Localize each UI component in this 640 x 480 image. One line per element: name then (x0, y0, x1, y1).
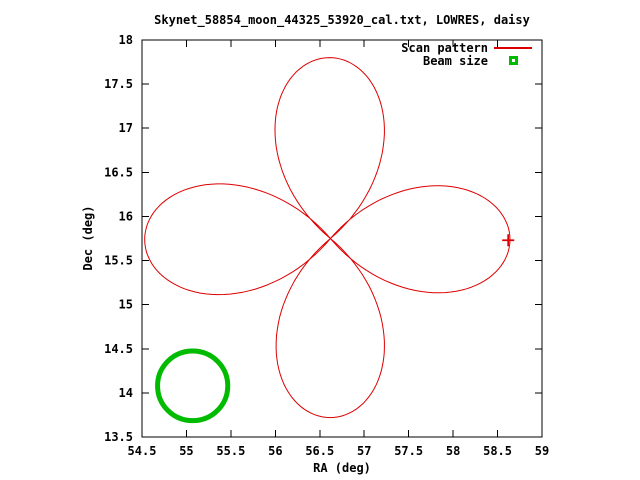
y-tick-label: 13.5 (104, 430, 133, 444)
x-tick-label: 57.5 (394, 444, 423, 458)
legend: Scan pattern Beam size (401, 40, 532, 68)
x-axis-label: RA (deg) (313, 461, 371, 475)
y-tick-label: 17 (119, 121, 133, 135)
x-tick-label: 56.5 (305, 444, 334, 458)
x-tick-label: 58 (446, 444, 460, 458)
beam-size-marker-swatch (508, 56, 518, 65)
scan-pattern-curve (144, 57, 511, 419)
x-tick-label: 56 (268, 444, 282, 458)
marker-center-dot (511, 59, 515, 62)
legend-swatch-area (494, 56, 532, 65)
scan-end-plus-marker (502, 234, 515, 247)
legend-label-beam-size: Beam size (422, 53, 488, 68)
y-axis-tick-labels: 13.5 14 14.5 15 15.5 16 16.5 17 17.5 18 (104, 33, 133, 444)
x-tick-label: 55.5 (216, 444, 245, 458)
y-tick-label: 18 (119, 33, 133, 47)
x-axis-tick-labels: 54.5 55 55.5 56 56.5 57 57.5 58 58.5 59 (128, 444, 550, 458)
chart-title: Skynet_58854_moon_44325_53920_cal.txt, L… (154, 13, 530, 27)
y-tick-label: 14.5 (104, 342, 133, 356)
y-tick-label: 15 (119, 298, 133, 312)
x-tick-label: 58.5 (483, 444, 512, 458)
legend-item-scan-pattern: Scan pattern (401, 40, 532, 55)
y-tick-label: 17.5 (104, 77, 133, 91)
y-tick-label: 16 (119, 209, 133, 223)
axis-tick-marks (141, 39, 543, 438)
beam-size-circle (155, 348, 231, 424)
plot-border (141, 39, 543, 438)
scan-pattern-line-swatch (494, 46, 532, 49)
x-tick-label: 55 (179, 444, 193, 458)
y-tick-label: 16.5 (104, 165, 133, 179)
x-tick-label: 59 (535, 444, 549, 458)
x-tick-label: 54.5 (128, 444, 157, 458)
y-tick-label: 14 (119, 386, 133, 400)
legend-item-beam-size: Beam size (422, 53, 532, 68)
legend-label-scan-pattern: Scan pattern (401, 40, 488, 55)
y-axis-label: Dec (deg) (81, 205, 95, 271)
y-tick-label: 15.5 (104, 254, 133, 268)
x-tick-label: 57 (357, 444, 371, 458)
legend-swatch-area (494, 46, 532, 49)
